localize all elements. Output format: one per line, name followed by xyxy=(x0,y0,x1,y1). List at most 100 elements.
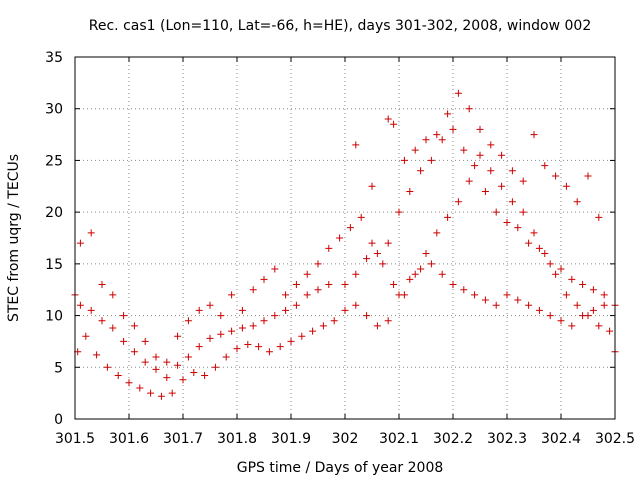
data-point xyxy=(368,182,376,190)
data-point xyxy=(152,365,160,373)
data-point xyxy=(411,146,419,154)
data-point xyxy=(595,213,603,221)
data-point xyxy=(519,208,527,216)
data-point xyxy=(98,317,106,325)
data-point xyxy=(93,351,101,359)
data-point xyxy=(82,332,90,340)
data-point xyxy=(568,322,576,330)
data-point xyxy=(390,281,398,289)
data-point xyxy=(217,330,225,338)
data-point xyxy=(120,337,128,345)
data-point xyxy=(584,172,592,180)
data-point xyxy=(352,141,360,149)
data-point xyxy=(249,286,257,294)
data-point xyxy=(557,317,565,325)
data-point xyxy=(260,275,268,283)
x-tick-label: 301.6 xyxy=(109,431,149,447)
data-point xyxy=(120,312,128,320)
data-point xyxy=(163,358,171,366)
data-point xyxy=(557,265,565,273)
data-point xyxy=(114,372,122,380)
y-tick-label: 10 xyxy=(45,309,63,325)
data-point xyxy=(481,187,489,195)
data-point xyxy=(400,156,408,164)
x-tick-label: 302.5 xyxy=(595,431,635,447)
x-tick-label: 302 xyxy=(332,431,359,447)
data-point xyxy=(525,239,533,247)
x-tick-label: 302.3 xyxy=(487,431,527,447)
data-point xyxy=(228,291,236,299)
data-point xyxy=(217,312,225,320)
y-tick-label: 0 xyxy=(54,412,63,428)
data-point xyxy=(184,353,192,361)
data-point xyxy=(238,324,246,332)
y-tick-label: 15 xyxy=(45,257,63,273)
data-point xyxy=(141,337,149,345)
data-point xyxy=(384,115,392,123)
data-point xyxy=(573,301,581,309)
x-tick-label: 302.4 xyxy=(541,431,581,447)
data-point xyxy=(444,213,452,221)
data-point xyxy=(352,301,360,309)
x-tick-label: 301.5 xyxy=(55,431,95,447)
data-point xyxy=(309,327,317,335)
data-point xyxy=(292,281,300,289)
data-point xyxy=(427,156,435,164)
data-point xyxy=(508,167,516,175)
data-point xyxy=(417,265,425,273)
data-point xyxy=(471,291,479,299)
data-point xyxy=(449,125,457,133)
data-point xyxy=(449,281,457,289)
data-point xyxy=(465,177,473,185)
data-point xyxy=(600,291,608,299)
data-point xyxy=(454,198,462,206)
data-point xyxy=(298,332,306,340)
data-point xyxy=(174,361,182,369)
data-point xyxy=(492,301,500,309)
data-point xyxy=(87,306,95,314)
data-point xyxy=(589,286,597,294)
data-point xyxy=(579,281,587,289)
data-point xyxy=(238,306,246,314)
data-point xyxy=(346,224,354,232)
data-point xyxy=(109,291,117,299)
data-point xyxy=(390,120,398,128)
data-point xyxy=(460,146,468,154)
x-tick-label: 302.1 xyxy=(379,431,419,447)
data-point xyxy=(147,389,155,397)
data-point xyxy=(109,324,117,332)
data-point xyxy=(498,151,506,159)
data-point xyxy=(303,291,311,299)
data-point xyxy=(157,392,165,400)
data-point xyxy=(373,322,381,330)
data-point xyxy=(152,353,160,361)
x-tick-label: 301.7 xyxy=(163,431,203,447)
data-point xyxy=(606,327,614,335)
data-point xyxy=(282,306,290,314)
y-tick-label: 5 xyxy=(54,360,63,376)
data-point xyxy=(368,239,376,247)
data-point xyxy=(498,182,506,190)
data-point xyxy=(87,229,95,237)
data-point xyxy=(98,281,106,289)
data-point xyxy=(444,110,452,118)
data-point xyxy=(503,291,511,299)
chart-title: Rec. cas1 (Lon=110, Lat=-66, h=HE), days… xyxy=(89,18,591,34)
data-point xyxy=(438,270,446,278)
data-point xyxy=(363,255,371,263)
data-point xyxy=(433,131,441,139)
data-point xyxy=(292,301,300,309)
data-point xyxy=(481,296,489,304)
y-tick-label: 35 xyxy=(45,50,63,66)
data-point xyxy=(141,358,149,366)
data-point xyxy=(487,141,495,149)
data-point xyxy=(508,198,516,206)
y-tick-label: 25 xyxy=(45,153,63,169)
data-point xyxy=(271,265,279,273)
data-point xyxy=(433,229,441,237)
data-point xyxy=(411,270,419,278)
data-point xyxy=(395,208,403,216)
axis-ticks: 301.5 301.6 301.7 301.8 301.9 302 302.1 302.2 30… xyxy=(45,50,635,447)
